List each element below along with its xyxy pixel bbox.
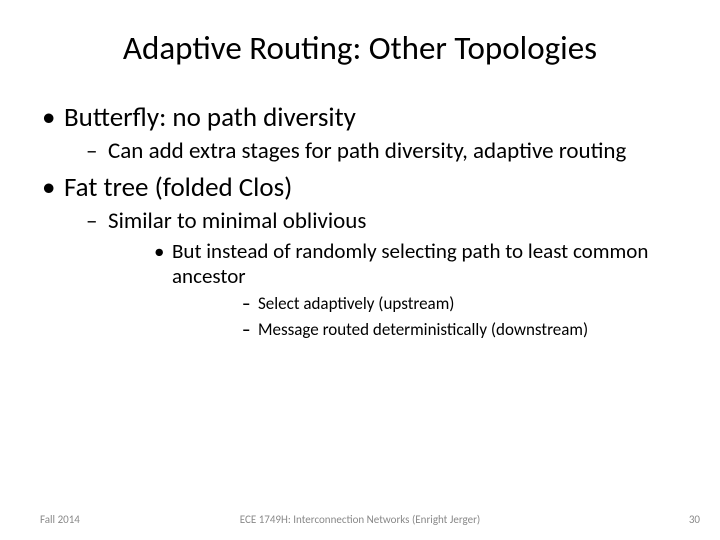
bullet-text: Butterfly: no path diversity (64, 101, 356, 134)
bullet-lvl1: Fat tree (folded Clos) Similar to minima… (40, 172, 680, 340)
slide-title: Adaptive Routing: Other Topologies (40, 28, 680, 68)
bullet-text: Select adaptively (upstream) (258, 293, 454, 314)
bullet-text: Similar to minimal oblivious (108, 207, 366, 235)
bullet-text: But instead of randomly selecting path t… (172, 238, 648, 289)
bullet-lvl3: But instead of randomly selecting path t… (108, 239, 680, 340)
bullet-list: Butterfly: no path diversity Can add ext… (40, 102, 680, 340)
bullet-sublist: But instead of randomly selecting path t… (108, 239, 680, 340)
footer-center: ECE 1749H: Interconnection Networks (Enr… (0, 513, 720, 526)
slide: Adaptive Routing: Other Topologies Butte… (0, 0, 720, 540)
bullet-sublist: Can add extra stages for path diversity,… (64, 138, 680, 165)
footer-page-number: 30 (689, 513, 700, 526)
bullet-lvl2: Similar to minimal oblivious But instead… (64, 208, 680, 340)
bullet-text: Message routed deterministically (downst… (258, 319, 588, 340)
bullet-text: Can add extra stages for path diversity,… (108, 137, 626, 165)
bullet-sublist: Select adaptively (upstream) Message rou… (172, 293, 680, 340)
bullet-lvl1: Butterfly: no path diversity Can add ext… (40, 102, 680, 166)
bullet-text: Fat tree (folded Clos) (64, 171, 292, 204)
bullet-lvl4: Select adaptively (upstream) (172, 293, 680, 314)
bullet-lvl4: Message routed deterministically (downst… (172, 319, 680, 340)
bullet-sublist: Similar to minimal oblivious But instead… (64, 208, 680, 340)
bullet-lvl2: Can add extra stages for path diversity,… (64, 138, 680, 165)
